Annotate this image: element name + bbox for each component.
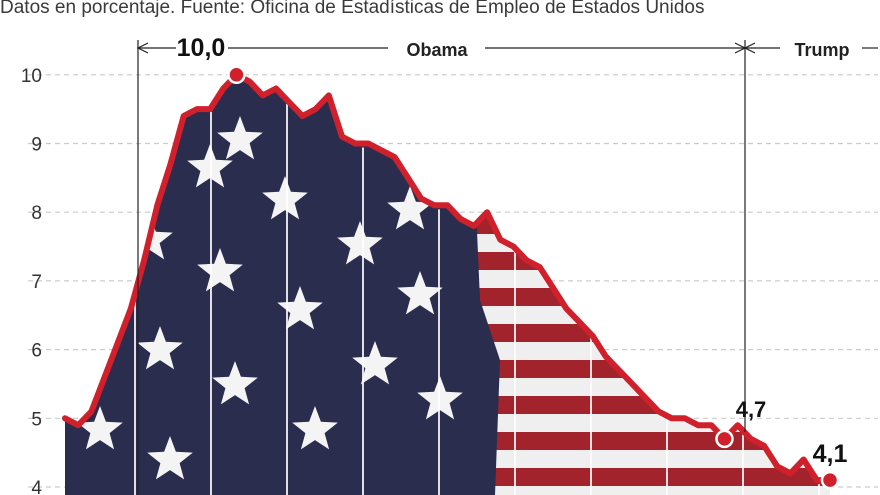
y-tick-label: 9 [31, 135, 42, 156]
column-lines [134, 103, 820, 495]
obama-arrow-left [136, 42, 149, 54]
annotation-markers: 10,0 4,7 4,1 [177, 34, 848, 490]
flag-star [197, 248, 243, 292]
y-tick-label: 6 [31, 341, 42, 362]
value-marker [715, 429, 734, 449]
flag-star [147, 436, 193, 480]
flag-canton [65, 74, 500, 495]
value-marker [820, 470, 840, 490]
latest-label: 4,1 [813, 440, 848, 468]
y-tick-label: 10 [21, 66, 42, 87]
trump-label: Trump [794, 40, 849, 60]
flag-star [397, 271, 443, 315]
y-tick-label: 7 [31, 272, 42, 293]
trump-arrow-left [743, 42, 756, 54]
flag-star [277, 286, 323, 330]
flag-star [77, 406, 123, 450]
flag-star [217, 116, 263, 160]
flag-star [137, 326, 183, 370]
flag-star [352, 341, 398, 385]
peak-label: 10,0 [177, 34, 226, 62]
obama-end-label: 4,7 [736, 397, 767, 422]
flag-star [387, 186, 433, 230]
flag-star [337, 221, 383, 265]
y-tick-label: 8 [31, 203, 42, 224]
flag-star [262, 176, 308, 220]
unemployment-rate-line [62, 71, 833, 484]
obama-label: Obama [406, 40, 468, 60]
chart-subtitle: Datos en porcentaje. Fuente: Oficina de … [0, 0, 705, 18]
flag-star [292, 406, 338, 450]
period-brackets: Obama Trump [136, 40, 878, 495]
y-tick-label: 5 [31, 409, 42, 430]
flag-star [212, 361, 258, 405]
y-tick-label: 4 [31, 478, 42, 495]
series-line-layer [62, 71, 833, 484]
y-axis-tick-labels: 10 9 8 7 6 5 4 [21, 66, 43, 495]
value-marker [227, 65, 246, 85]
